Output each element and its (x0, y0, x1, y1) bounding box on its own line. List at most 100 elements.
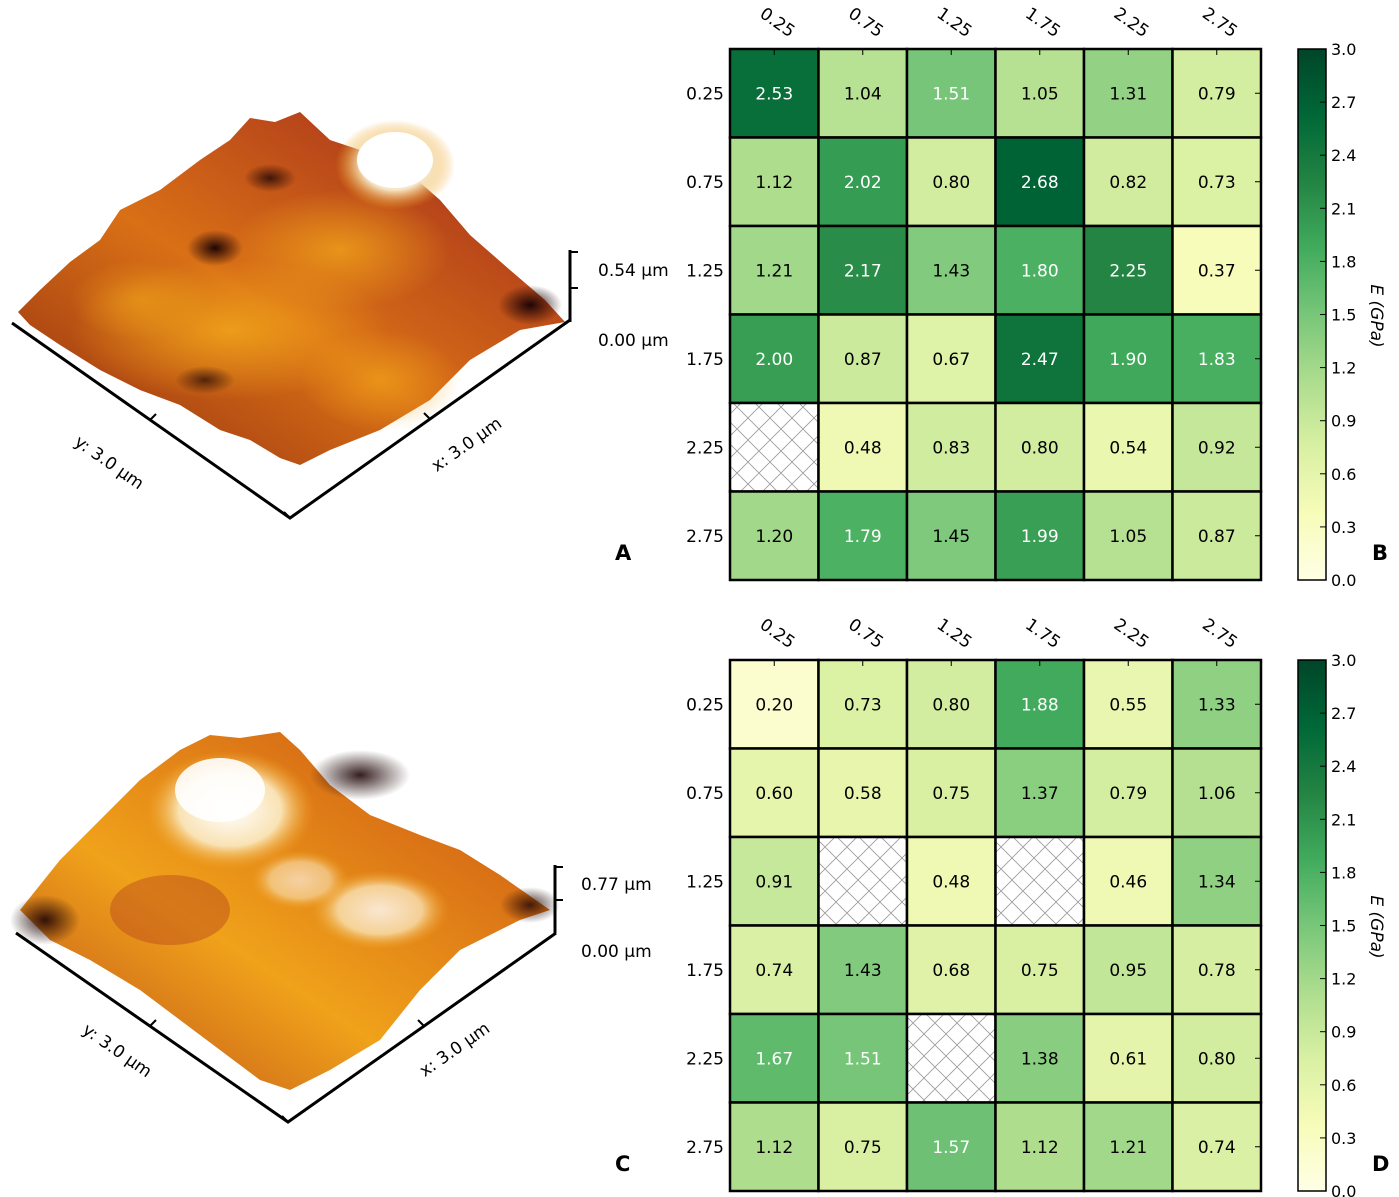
heatmap-cell-label: 0.48 (932, 872, 970, 892)
heatmap-cell-label: 2.53 (755, 84, 793, 104)
y-tick-label: 2.75 (686, 1138, 724, 1158)
y-tick-label: 0.75 (686, 173, 724, 193)
heatmap-cell (728, 835, 820, 927)
colorbar (1297, 48, 1327, 581)
heatmap-cell (1082, 1012, 1174, 1104)
heatmap-cell (1171, 924, 1263, 1016)
heatmap-cell-label: 1.57 (932, 1138, 970, 1158)
heatmap-cell (1171, 490, 1263, 582)
x-tick-label: 0.75 (844, 4, 886, 42)
heatmap-cell-label: 1.37 (1021, 784, 1059, 804)
colorbar-tick-label: 0.0 (1331, 571, 1356, 590)
afm-a-zmax-label: 0.54 µm (598, 261, 669, 281)
heatmap-cell-label: 1.90 (1109, 350, 1147, 370)
heatmap-cell (994, 747, 1086, 839)
colorbar-tick-label: 3.0 (1331, 40, 1356, 59)
heatmap-cell-label: 1.99 (1021, 527, 1059, 547)
heatmap-cell (1082, 658, 1174, 750)
x-tick-label: 1.75 (1021, 615, 1063, 653)
heatmap-cell-label: 1.43 (932, 261, 970, 281)
heatmap-cell (817, 47, 909, 139)
heatmap-cell-label: 0.55 (1109, 695, 1147, 715)
x-tick-label: 0.25 (756, 615, 798, 653)
colorbar-tick-label: 0.6 (1331, 465, 1356, 484)
y-tick-label: 0.25 (686, 84, 724, 104)
heatmap-cell (994, 490, 1086, 582)
heatmap-cell-label: 0.79 (1198, 84, 1236, 104)
heatmap-cell-label: 2.25 (1109, 261, 1147, 281)
heatmap-cell (1082, 224, 1174, 316)
heatmap-cell (1171, 747, 1263, 839)
heatmap-cell (817, 658, 909, 750)
heatmap-cell-label: 1.05 (1021, 84, 1059, 104)
heatmap-cell-label: 1.31 (1109, 84, 1147, 104)
colorbar-tick-label: 2.4 (1331, 146, 1356, 165)
colorbar-tick-label: 1.5 (1331, 917, 1356, 936)
heatmap-cell (1171, 224, 1263, 316)
heatmap-cell (905, 747, 997, 839)
x-tick-label: 2.25 (1110, 615, 1152, 653)
heatmap-cell-label: 0.54 (1109, 438, 1147, 458)
heatmap-cell-label: 2.47 (1021, 350, 1059, 370)
colorbar (1297, 659, 1327, 1192)
heatmap-cell-label: 0.87 (844, 350, 882, 370)
colorbar-d-label: E (GPa) (1366, 895, 1386, 959)
heatmap-cell-missing (728, 401, 820, 493)
panel-letter-a: A (615, 541, 632, 565)
x-tick-label: 1.25 (933, 615, 975, 653)
colorbar-tick-label: 0.9 (1331, 1023, 1356, 1042)
heatmap-cell (994, 136, 1086, 228)
heatmap-cell (728, 490, 820, 582)
heatmap-cell-label: 1.45 (932, 527, 970, 547)
heatmap-cell (728, 136, 820, 228)
heatmap-cell (728, 658, 820, 750)
afm-c-zmin-label: 0.00 µm (581, 942, 652, 962)
heatmap-cell-label: 1.43 (844, 961, 882, 981)
heatmap-cell-label: 0.78 (1198, 961, 1236, 981)
heatmap-cell (728, 224, 820, 316)
heatmap-cell-label: 0.60 (755, 784, 793, 804)
heatmap-cell (1082, 1101, 1174, 1193)
heatmap-cell (817, 924, 909, 1016)
heatmap-cell (905, 490, 997, 582)
heatmap-cell (1082, 835, 1174, 927)
heatmap-cell (905, 658, 997, 750)
heatmap-cell-label: 1.83 (1198, 350, 1236, 370)
heatmap-cell (994, 313, 1086, 405)
heatmap-cell-label: 0.67 (932, 350, 970, 370)
colorbar-tick-label: 2.4 (1331, 757, 1356, 776)
heatmap-cell-label: 0.74 (1198, 1138, 1236, 1158)
heatmap-cell-label: 0.74 (755, 961, 793, 981)
heatmap-cell-label: 1.05 (1109, 527, 1147, 547)
heatmap-cell-label: 0.73 (844, 695, 882, 715)
heatmap-cell (994, 47, 1086, 139)
heatmap-cell-label: 0.68 (932, 961, 970, 981)
y-tick-label: 1.25 (686, 261, 724, 281)
heatmap-cell-label: 1.88 (1021, 695, 1059, 715)
colorbar-tick-label: 0.6 (1331, 1076, 1356, 1095)
heatmap-cell (728, 313, 820, 405)
colorbar-tick-label: 2.7 (1331, 704, 1356, 723)
heatmap-cell (1171, 1012, 1263, 1104)
heatmap-cell (728, 924, 820, 1016)
heatmap-cell (905, 924, 997, 1016)
colorbar-tick-label: 2.7 (1331, 93, 1356, 112)
heatmap-cell-label: 0.61 (1109, 1049, 1147, 1069)
colorbar-b-label: E (GPa) (1366, 284, 1386, 348)
heatmap-cell-label: 1.12 (755, 173, 793, 193)
heatmap-cell-label: 1.21 (1109, 1138, 1147, 1158)
heatmap-cell (994, 401, 1086, 493)
heatmap-cell-label: 0.92 (1198, 438, 1236, 458)
x-tick-label: 1.75 (1021, 4, 1063, 42)
colorbar-tick-label: 3.0 (1331, 651, 1356, 670)
heatmap-cell-label: 0.58 (844, 784, 882, 804)
y-tick-label: 2.25 (686, 1049, 724, 1069)
heatmap-cell-missing (905, 1012, 997, 1104)
heatmap-cell (905, 136, 997, 228)
heatmap-cell-label: 0.75 (932, 784, 970, 804)
afm-surface-a (11, 112, 578, 520)
heatmap-cell-label: 1.51 (844, 1049, 882, 1069)
heatmap-cell-missing (817, 835, 909, 927)
heatmap-cell (817, 1101, 909, 1193)
heatmap-cell (1171, 401, 1263, 493)
